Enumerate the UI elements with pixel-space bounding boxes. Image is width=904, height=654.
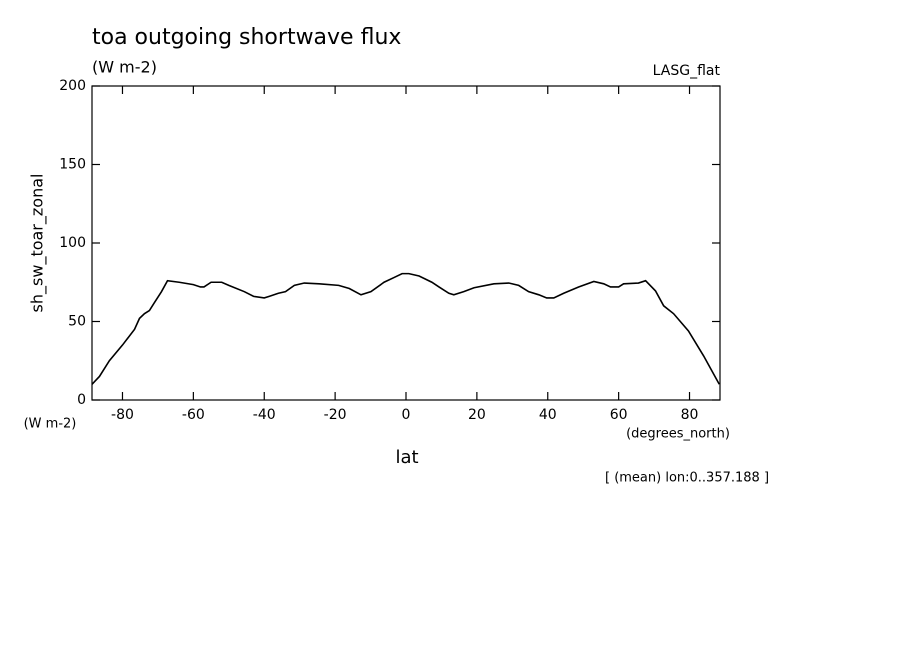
x-tick-label: 40 [539,407,557,423]
note: [ (mean) lon:0..357.188 ] [605,471,769,486]
y-tick-label: 50 [68,314,86,330]
x-tick-label: 0 [402,407,411,423]
data-line [91,272,720,385]
plot-frame [91,85,721,401]
x-tick-label: -60 [182,407,205,423]
y-tick-label: 0 [77,392,86,408]
y-axis-label: sh_sw_toar_zonal [28,174,48,313]
chart-subtitle: (W m-2) [92,58,157,77]
y-tick-label: 150 [59,157,86,173]
x-tick-label: -80 [111,407,134,423]
x-tick-label: -20 [324,407,347,423]
x-tick-label: -40 [253,407,276,423]
y-axis-units: (W m-2) [24,417,77,432]
x-axis-label: lat [395,447,418,468]
x-axis-units: (degrees_north) [626,427,730,442]
x-tick-label: 60 [610,407,628,423]
x-tick-label: 20 [468,407,486,423]
x-tick-label: 80 [681,407,699,423]
chart-title: toa outgoing shortwave flux [92,25,401,50]
y-tick-label: 100 [59,235,86,251]
source-label: LASG_flat [653,63,721,79]
y-tick-label: 200 [59,78,86,94]
